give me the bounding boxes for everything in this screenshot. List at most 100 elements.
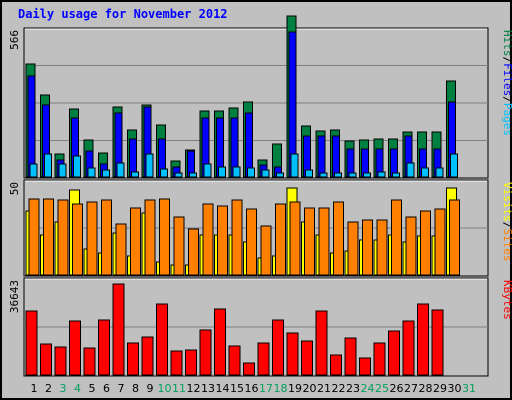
- bar-pages-21: [319, 172, 328, 178]
- x-tick-label: 18: [274, 382, 288, 395]
- bar-pages-26: [392, 172, 400, 178]
- legend-entry: Visits: [501, 182, 512, 222]
- bar-pages-17: [261, 169, 270, 178]
- x-tick-label: 19: [288, 382, 302, 395]
- x-tick-label: 17: [259, 382, 273, 395]
- series-files: [27, 31, 456, 178]
- bar-pages-22: [334, 172, 342, 178]
- bar-pages-14: [218, 166, 226, 178]
- x-tick-label: 15: [230, 382, 244, 395]
- bar-kbytes-20: [301, 340, 313, 376]
- bar-pages-25: [377, 171, 386, 178]
- bar-pages-18: [276, 172, 284, 178]
- y-max-label: 36643: [8, 280, 21, 313]
- bar-sites-7: [115, 223, 127, 276]
- bar-sites-14: [217, 205, 228, 276]
- y-max-label: 566: [8, 30, 21, 50]
- bar-kbytes-8: [127, 342, 139, 376]
- bar-kbytes-26: [388, 330, 400, 376]
- legend-entry: /: [501, 57, 512, 64]
- bar-sites-20: [304, 207, 315, 276]
- bar-kbytes-6: [98, 319, 110, 376]
- x-tick-label: 24: [361, 382, 375, 395]
- bar-kbytes-16: [243, 362, 255, 376]
- bar-pages-4: [73, 155, 81, 178]
- right-legend-kbytes: KBytes: [501, 280, 512, 320]
- bar-pages-6: [102, 169, 110, 178]
- x-tick-label: 30: [448, 382, 462, 395]
- x-tick-label: 31: [462, 382, 476, 395]
- legend-entry: /: [501, 96, 512, 103]
- bar-sites-3: [57, 199, 69, 276]
- x-tick-label: 1: [31, 382, 38, 395]
- bar-kbytes-1: [25, 310, 38, 376]
- legend-entry: Hits: [501, 30, 512, 57]
- x-tick-label: 9: [147, 382, 154, 395]
- bar-kbytes-5: [83, 347, 96, 376]
- legend-entry: Sites: [501, 228, 512, 261]
- x-tick-label: 22: [332, 382, 346, 395]
- bar-sites-11: [173, 216, 185, 276]
- bar-sites-1: [28, 198, 40, 276]
- bar-sites-6: [101, 199, 112, 276]
- bar-pages-8: [131, 171, 139, 178]
- bar-pages-24: [363, 172, 371, 178]
- series-sites: [28, 198, 460, 276]
- x-tick-label: 25: [375, 382, 389, 395]
- bar-files-21: [317, 135, 326, 178]
- bar-pages-23: [348, 172, 357, 178]
- bar-sites-28: [420, 210, 431, 276]
- bar-sites-29: [434, 208, 446, 276]
- bar-kbytes-18: [272, 319, 284, 376]
- x-tick-label: 6: [103, 382, 110, 395]
- x-tick-label: 3: [60, 382, 67, 395]
- bar-sites-8: [130, 207, 141, 276]
- bar-pages-13: [203, 163, 212, 178]
- bar-sites-17: [260, 225, 272, 276]
- bar-kbytes-25: [373, 342, 386, 376]
- bar-sites-5: [86, 201, 98, 276]
- bar-pages-30: [450, 153, 458, 178]
- x-tick-label: 28: [419, 382, 433, 395]
- bar-sites-4: [72, 203, 83, 276]
- bar-sites-18: [275, 203, 286, 276]
- bar-files-8: [129, 138, 137, 178]
- bar-pages-20: [305, 169, 313, 178]
- bar-sites-19: [289, 201, 301, 276]
- bar-kbytes-10: [156, 303, 168, 376]
- bar-sites-12: [188, 228, 199, 276]
- x-tick-label: 10: [158, 382, 172, 395]
- bar-sites-10: [159, 198, 170, 276]
- bar-sites-15: [231, 199, 243, 276]
- bar-sites-26: [391, 199, 402, 276]
- right-legend-pages-files-hits: Hits/Files/Pages: [501, 30, 512, 136]
- bar-kbytes-14: [214, 308, 226, 376]
- bar-kbytes-28: [417, 303, 429, 376]
- bar-kbytes-4: [69, 320, 81, 376]
- bar-kbytes-19: [286, 332, 299, 376]
- bar-pages-2: [44, 153, 52, 178]
- bar-pages-27: [406, 162, 415, 178]
- bar-files-22: [332, 135, 340, 178]
- legend-entry: KBytes: [501, 280, 512, 320]
- bar-kbytes-24: [359, 357, 371, 376]
- bar-sites-30: [449, 199, 460, 276]
- bar-pages-19: [290, 153, 299, 178]
- bar-kbytes-3: [54, 346, 67, 376]
- x-tick-label: 11: [172, 382, 186, 395]
- bar-files-16: [245, 112, 253, 178]
- bar-sites-24: [362, 219, 373, 276]
- bar-kbytes-13: [199, 329, 212, 376]
- bar-kbytes-15: [228, 345, 241, 376]
- panel-sites-visits: 50 Visits/Sites: [8, 179, 512, 277]
- legend-entry: /: [501, 222, 512, 229]
- legend-entry: Files: [501, 63, 512, 96]
- legend-entry: Pages: [501, 103, 512, 136]
- chart-title: Daily usage for November 2012: [18, 7, 228, 21]
- bar-pages-12: [189, 172, 197, 178]
- x-tick-label: 23: [346, 382, 360, 395]
- panel-kbytes: 36643 KBytes: [8, 277, 512, 377]
- bar-pages-3: [58, 163, 67, 178]
